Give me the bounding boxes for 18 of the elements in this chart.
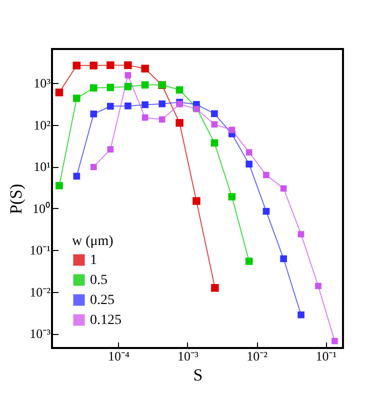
y-tick-label: 10⁻² <box>30 284 51 300</box>
legend-label: 0.125 <box>90 313 122 328</box>
y-tick-label: 10³ <box>34 76 51 91</box>
legend-label: 1 <box>90 253 97 268</box>
y-tick-label: 10² <box>34 117 51 132</box>
legend-title: w (μm) <box>72 234 114 249</box>
y-tick-label: 10⁻¹ <box>30 242 51 258</box>
x-tick-label: 10⁻² <box>246 348 268 364</box>
x-axis-title: S <box>193 366 203 384</box>
legend-label: 0.25 <box>90 293 114 308</box>
x-tick-label: 10⁻³ <box>177 348 198 364</box>
x-tick-label: 10⁻⁴ <box>108 348 130 364</box>
y-tick-label: 10⁰ <box>32 200 50 216</box>
legend-label: 0.5 <box>90 273 108 288</box>
y-axis-title: P(S) <box>6 184 26 214</box>
x-tick-label: 10⁻¹ <box>316 348 337 364</box>
y-tick-label: 10¹ <box>34 159 51 174</box>
y-tick-label: 10⁻³ <box>30 326 51 342</box>
